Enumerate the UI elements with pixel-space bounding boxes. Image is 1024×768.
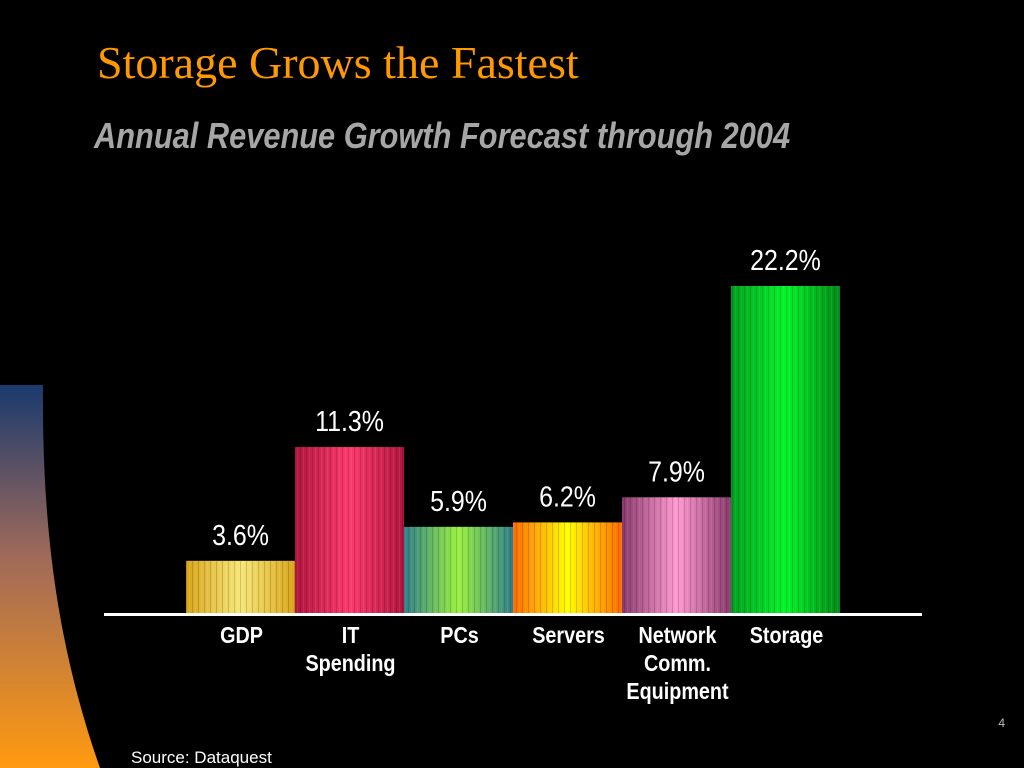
slide-subtitle: Annual Revenue Growth Forecast through 2… <box>94 115 791 156</box>
bar-texture <box>731 286 840 614</box>
value-label: 7.9% <box>648 456 705 488</box>
bar-texture <box>295 447 404 614</box>
slide-title: Storage Grows the Fastest <box>97 37 579 88</box>
value-label: 11.3% <box>315 405 384 437</box>
page-number: 4 <box>998 716 1005 730</box>
category-label: Servers <box>532 623 605 649</box>
bar-texture <box>622 497 731 614</box>
category-label: PCs <box>440 623 479 649</box>
value-label: 3.6% <box>212 519 269 551</box>
source-note: Source: Dataquest <box>131 748 272 767</box>
bar-texture <box>513 522 622 614</box>
category-label: Storage <box>750 623 824 649</box>
bar-texture <box>186 560 295 614</box>
value-label: 22.2% <box>750 244 821 276</box>
bar-texture <box>404 526 513 614</box>
value-label: 5.9% <box>430 485 487 517</box>
value-label: 6.2% <box>539 481 596 513</box>
category-label: Network Comm. Equipment <box>626 623 728 705</box>
category-label: IT Spending <box>305 623 395 677</box>
category-label: GDP <box>220 623 263 649</box>
